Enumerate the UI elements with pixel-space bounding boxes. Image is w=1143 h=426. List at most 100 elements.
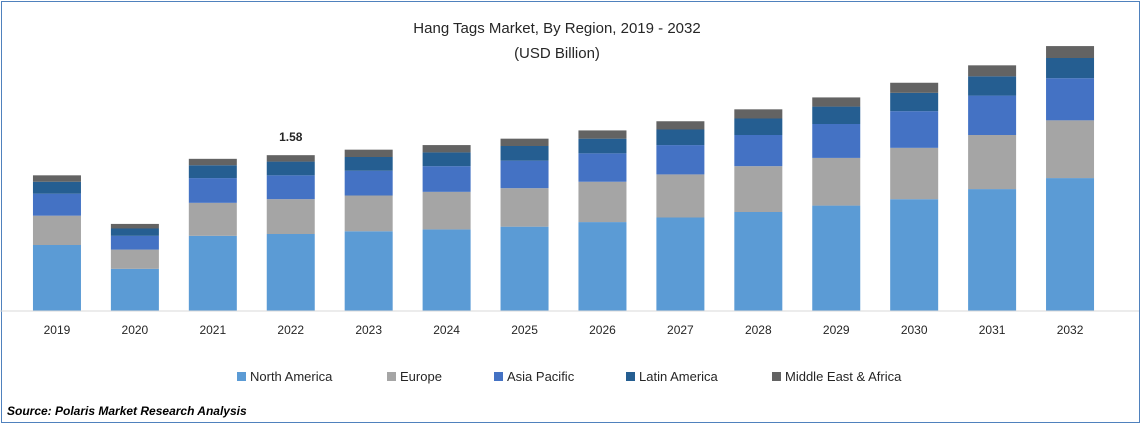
bar-segment-2024-asia-pacific bbox=[422, 166, 471, 192]
x-tick-label-2020: 2020 bbox=[122, 323, 149, 337]
bar-segment-2031-europe bbox=[968, 135, 1017, 190]
x-tick-label-2023: 2023 bbox=[355, 323, 382, 337]
bar-segment-2030-asia-pacific bbox=[890, 111, 939, 148]
bar-segment-2026-middle-east-africa bbox=[578, 130, 627, 139]
bar-segment-2022-middle-east-africa bbox=[266, 155, 315, 162]
x-tick-label-2030: 2030 bbox=[901, 323, 928, 337]
bar-segment-2026-asia-pacific bbox=[578, 153, 627, 182]
x-tick-label-2021: 2021 bbox=[199, 323, 226, 337]
legend-label-north-america: North America bbox=[250, 369, 333, 384]
legend-swatch-middle-east-africa bbox=[772, 372, 781, 381]
x-axis-ticks: 2019 2020 2021 2022 2023 2024 2025 2026 2027 2028… bbox=[44, 323, 1084, 337]
bar-segment-2030-latin-america bbox=[890, 92, 939, 112]
legend-swatch-latin-america bbox=[626, 372, 635, 381]
bar-segment-2021-north-america bbox=[188, 235, 237, 311]
bar-segment-2019-asia-pacific bbox=[32, 193, 81, 216]
bar-segment-2021-europe bbox=[188, 202, 237, 236]
bar-segment-2029-europe bbox=[812, 157, 861, 206]
bar-segment-2020-asia-pacific bbox=[110, 235, 159, 250]
bar-segment-2021-middle-east-africa bbox=[188, 158, 237, 166]
source-note: Source: Polaris Market Research Analysis bbox=[7, 404, 247, 418]
bar-segment-2025-north-america bbox=[500, 226, 549, 311]
legend-label-middle-east-africa: Middle East & Africa bbox=[785, 369, 902, 384]
bar-segment-2026-europe bbox=[578, 181, 627, 223]
bar-segment-2020-latin-america bbox=[110, 228, 159, 236]
bar-segment-2022-north-america bbox=[266, 234, 315, 311]
bar-segment-2027-middle-east-africa bbox=[656, 121, 705, 130]
x-tick-label-2025: 2025 bbox=[511, 323, 538, 337]
x-tick-label-2022: 2022 bbox=[277, 323, 304, 337]
bar-segment-2024-latin-america bbox=[422, 152, 471, 167]
bar-segment-2024-europe bbox=[422, 191, 471, 230]
bar-segment-2030-middle-east-africa bbox=[890, 82, 939, 93]
x-tick-label-2032: 2032 bbox=[1057, 323, 1084, 337]
bar-segment-2019-latin-america bbox=[32, 181, 81, 194]
bar-segment-2032-latin-america bbox=[1046, 58, 1095, 79]
bars-layer bbox=[32, 46, 1095, 311]
data-label-2022: 1.58 bbox=[279, 130, 303, 144]
chart-subtitle: (USD Billion) bbox=[514, 45, 600, 62]
bar-segment-2023-latin-america bbox=[344, 157, 393, 171]
bar-segment-2020-middle-east-africa bbox=[110, 223, 159, 229]
legend-swatch-north-america bbox=[237, 372, 246, 381]
bar-segment-2029-middle-east-africa bbox=[812, 97, 861, 107]
bar-segment-2031-latin-america bbox=[968, 76, 1017, 96]
bar-segment-2023-middle-east-africa bbox=[344, 149, 393, 157]
bar-segment-2025-middle-east-africa bbox=[500, 138, 549, 146]
bar-segment-2019-europe bbox=[32, 215, 81, 245]
bar-segment-2021-asia-pacific bbox=[188, 178, 237, 203]
legend-label-asia-pacific: Asia Pacific bbox=[507, 369, 575, 384]
bar-segment-2023-north-america bbox=[344, 231, 393, 311]
bar-segment-2027-europe bbox=[656, 174, 705, 218]
bar-segment-2032-europe bbox=[1046, 120, 1095, 179]
bar-segment-2027-north-america bbox=[656, 217, 705, 311]
bar-segment-2028-europe bbox=[734, 166, 783, 212]
bar-segment-2028-north-america bbox=[734, 212, 783, 311]
x-tick-label-2027: 2027 bbox=[667, 323, 694, 337]
bar-segment-2032-asia-pacific bbox=[1046, 78, 1095, 121]
bar-segment-2031-asia-pacific bbox=[968, 95, 1017, 135]
bar-segment-2019-middle-east-africa bbox=[32, 175, 81, 182]
bar-segment-2031-middle-east-africa bbox=[968, 65, 1017, 77]
bar-segment-2030-north-america bbox=[890, 199, 939, 311]
legend-label-latin-america: Latin America bbox=[639, 369, 719, 384]
bar-segment-2023-europe bbox=[344, 195, 393, 232]
bar-segment-2027-latin-america bbox=[656, 129, 705, 146]
bar-segment-2025-latin-america bbox=[500, 146, 549, 161]
bar-segment-2028-middle-east-africa bbox=[734, 109, 783, 119]
legend-label-europe: Europe bbox=[400, 369, 442, 384]
legend-swatch-asia-pacific bbox=[494, 372, 503, 381]
bar-segment-2024-north-america bbox=[422, 229, 471, 311]
x-tick-label-2031: 2031 bbox=[979, 323, 1006, 337]
data-labels: 1.58 bbox=[279, 130, 303, 144]
bar-segment-2028-asia-pacific bbox=[734, 135, 783, 167]
bar-segment-2021-latin-america bbox=[188, 165, 237, 179]
x-tick-label-2028: 2028 bbox=[745, 323, 772, 337]
bar-segment-2028-latin-america bbox=[734, 118, 783, 135]
bar-segment-2032-north-america bbox=[1046, 178, 1095, 311]
x-tick-label-2024: 2024 bbox=[433, 323, 460, 337]
bar-segment-2019-north-america bbox=[32, 245, 81, 311]
bar-segment-2020-europe bbox=[110, 249, 159, 269]
bar-segment-2032-middle-east-africa bbox=[1046, 46, 1095, 58]
bar-segment-2024-middle-east-africa bbox=[422, 145, 471, 153]
x-tick-label-2029: 2029 bbox=[823, 323, 850, 337]
legend-swatch-europe bbox=[387, 372, 396, 381]
chart-title: Hang Tags Market, By Region, 2019 - 2032 bbox=[413, 20, 700, 37]
bar-segment-2022-latin-america bbox=[266, 161, 315, 176]
x-tick-label-2019: 2019 bbox=[44, 323, 71, 337]
bar-segment-2026-latin-america bbox=[578, 138, 627, 154]
bar-segment-2025-europe bbox=[500, 188, 549, 227]
bar-segment-2026-north-america bbox=[578, 222, 627, 311]
bar-segment-2029-latin-america bbox=[812, 106, 861, 124]
legend: North America Europe Asia Pacific Latin Ame… bbox=[237, 369, 902, 384]
bar-segment-2027-asia-pacific bbox=[656, 145, 705, 175]
bar-segment-2031-north-america bbox=[968, 189, 1017, 311]
bar-segment-2030-europe bbox=[890, 147, 939, 200]
bar-segment-2029-north-america bbox=[812, 205, 861, 311]
x-tick-label-2026: 2026 bbox=[589, 323, 616, 337]
bar-segment-2022-asia-pacific bbox=[266, 175, 315, 200]
bar-segment-2022-europe bbox=[266, 199, 315, 234]
bar-segment-2023-asia-pacific bbox=[344, 170, 393, 196]
